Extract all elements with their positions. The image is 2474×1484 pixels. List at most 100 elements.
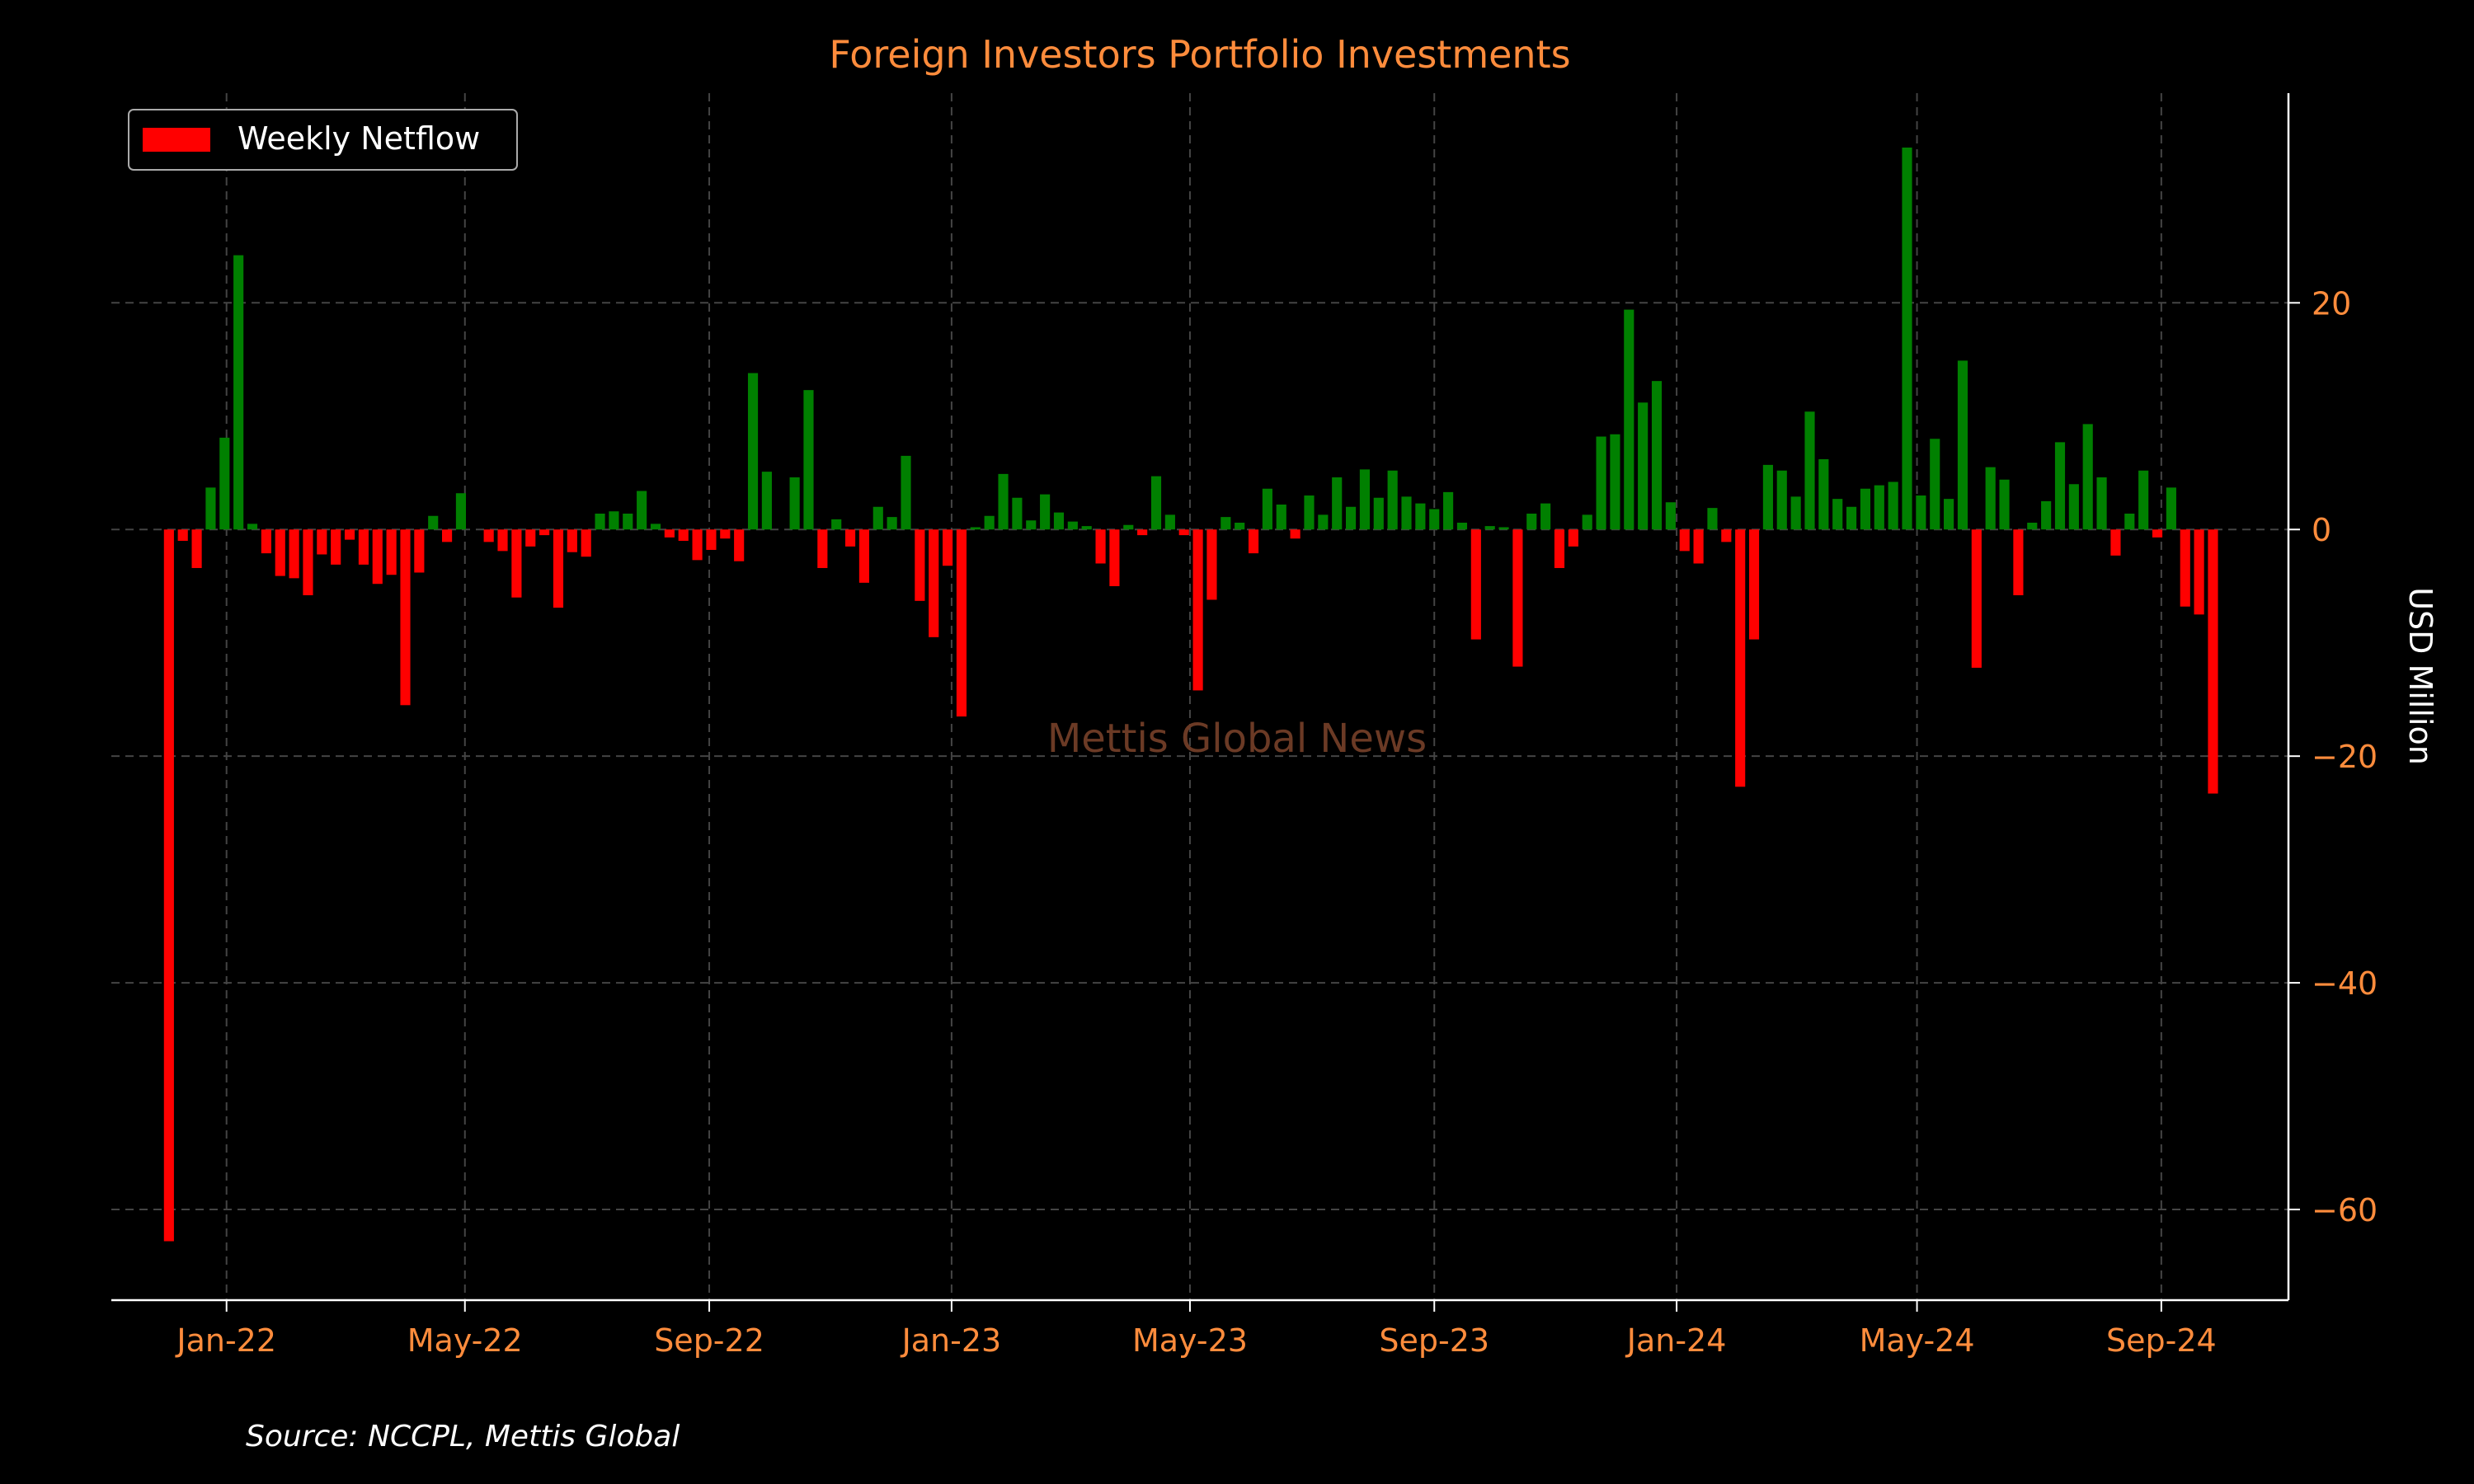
bar: [233, 255, 244, 530]
bar: [1012, 497, 1023, 530]
x-tick-label: Jan-23: [901, 1322, 1002, 1359]
bar: [637, 491, 647, 530]
bar: [1679, 529, 1690, 552]
bar: [887, 517, 897, 530]
bar: [1846, 506, 1857, 530]
y-tick-label: −60: [2312, 1192, 2378, 1228]
bar: [1304, 495, 1315, 530]
bar: [1554, 529, 1565, 568]
bar: [1415, 503, 1426, 530]
bar: [1512, 529, 1523, 667]
bar: [2110, 529, 2121, 556]
bar: [761, 472, 772, 530]
bar: [1221, 517, 1231, 530]
bar: [1318, 514, 1329, 530]
bars: [163, 147, 2218, 1242]
bar: [455, 493, 467, 530]
bar: [1638, 402, 1649, 530]
bar: [1930, 439, 1940, 530]
bar: [372, 529, 383, 585]
bar: [567, 529, 577, 552]
bar: [1290, 529, 1300, 539]
bar: [1610, 434, 1620, 530]
bar: [734, 529, 745, 561]
bar: [692, 529, 703, 561]
bar: [2194, 529, 2204, 615]
bar: [331, 529, 341, 565]
bar: [1498, 527, 1509, 530]
bar: [872, 506, 883, 530]
bar: [901, 455, 911, 530]
bar: [303, 529, 313, 595]
bar: [1540, 503, 1551, 530]
legend-label: Weekly Netflow: [238, 120, 480, 157]
bar: [177, 529, 188, 541]
bar: [1874, 485, 1884, 530]
bar: [1762, 464, 1773, 530]
bar: [1081, 526, 1092, 530]
bar: [1359, 469, 1370, 530]
bar: [1721, 529, 1732, 542]
y-tick-label: −40: [2312, 965, 2378, 1002]
bar: [358, 529, 369, 565]
bar: [1665, 502, 1676, 530]
bar: [275, 529, 285, 576]
x-tick-label: Jan-24: [1625, 1322, 1727, 1359]
bar: [1276, 504, 1286, 530]
bar: [1429, 509, 1440, 530]
bar: [2082, 424, 2093, 530]
y-axis-label: USD Million: [2402, 587, 2439, 765]
bar: [1944, 499, 1954, 530]
bar: [539, 529, 550, 536]
bar: [1484, 526, 1495, 530]
bar: [205, 487, 216, 530]
bar: [1748, 529, 1760, 640]
bar: [2208, 529, 2218, 794]
bar: [483, 529, 494, 542]
bar: [2054, 442, 2066, 530]
bar: [1443, 491, 1454, 530]
bar: [1470, 529, 1481, 640]
bar: [998, 473, 1009, 530]
bar: [1832, 499, 1843, 530]
bar: [2096, 477, 2107, 530]
bar: [1248, 529, 1259, 554]
bar: [1192, 529, 1203, 691]
bar: [1971, 529, 1982, 668]
bar: [915, 529, 925, 601]
bar: [1387, 470, 1398, 530]
bar: [1582, 514, 1592, 530]
bar: [970, 527, 981, 530]
bar: [1707, 508, 1718, 530]
bar: [163, 529, 174, 1242]
bar: [581, 529, 591, 557]
bar: [1624, 309, 1634, 530]
legend-swatch: [143, 128, 210, 152]
bar: [747, 373, 759, 530]
axes: 20 0 −20 −40 −60 Jan-22 May-22 Sep-22 Jan-23 May-…: [111, 93, 2378, 1359]
bar: [2166, 487, 2176, 530]
bar: [1026, 520, 1037, 530]
bar: [1902, 147, 1912, 530]
bar: [1040, 494, 1051, 530]
bar: [219, 437, 230, 530]
legend-box: [128, 109, 518, 171]
bar: [929, 529, 939, 637]
bar: [2027, 522, 2038, 530]
bar: [2152, 529, 2163, 538]
source-note: Source: NCCPL, Mettis Global: [246, 1420, 680, 1453]
bar: [2180, 529, 2190, 607]
bar: [678, 529, 689, 541]
bar: [1235, 522, 1245, 530]
bar: [289, 529, 299, 579]
bar: [1150, 476, 1162, 530]
x-tick-label: Jan-22: [175, 1322, 276, 1359]
bar: [984, 515, 995, 530]
bar: [2124, 513, 2135, 530]
bar: [1693, 529, 1704, 564]
bar: [664, 529, 675, 538]
bar: [623, 513, 633, 530]
bar: [2068, 484, 2079, 530]
bar: [428, 515, 439, 530]
